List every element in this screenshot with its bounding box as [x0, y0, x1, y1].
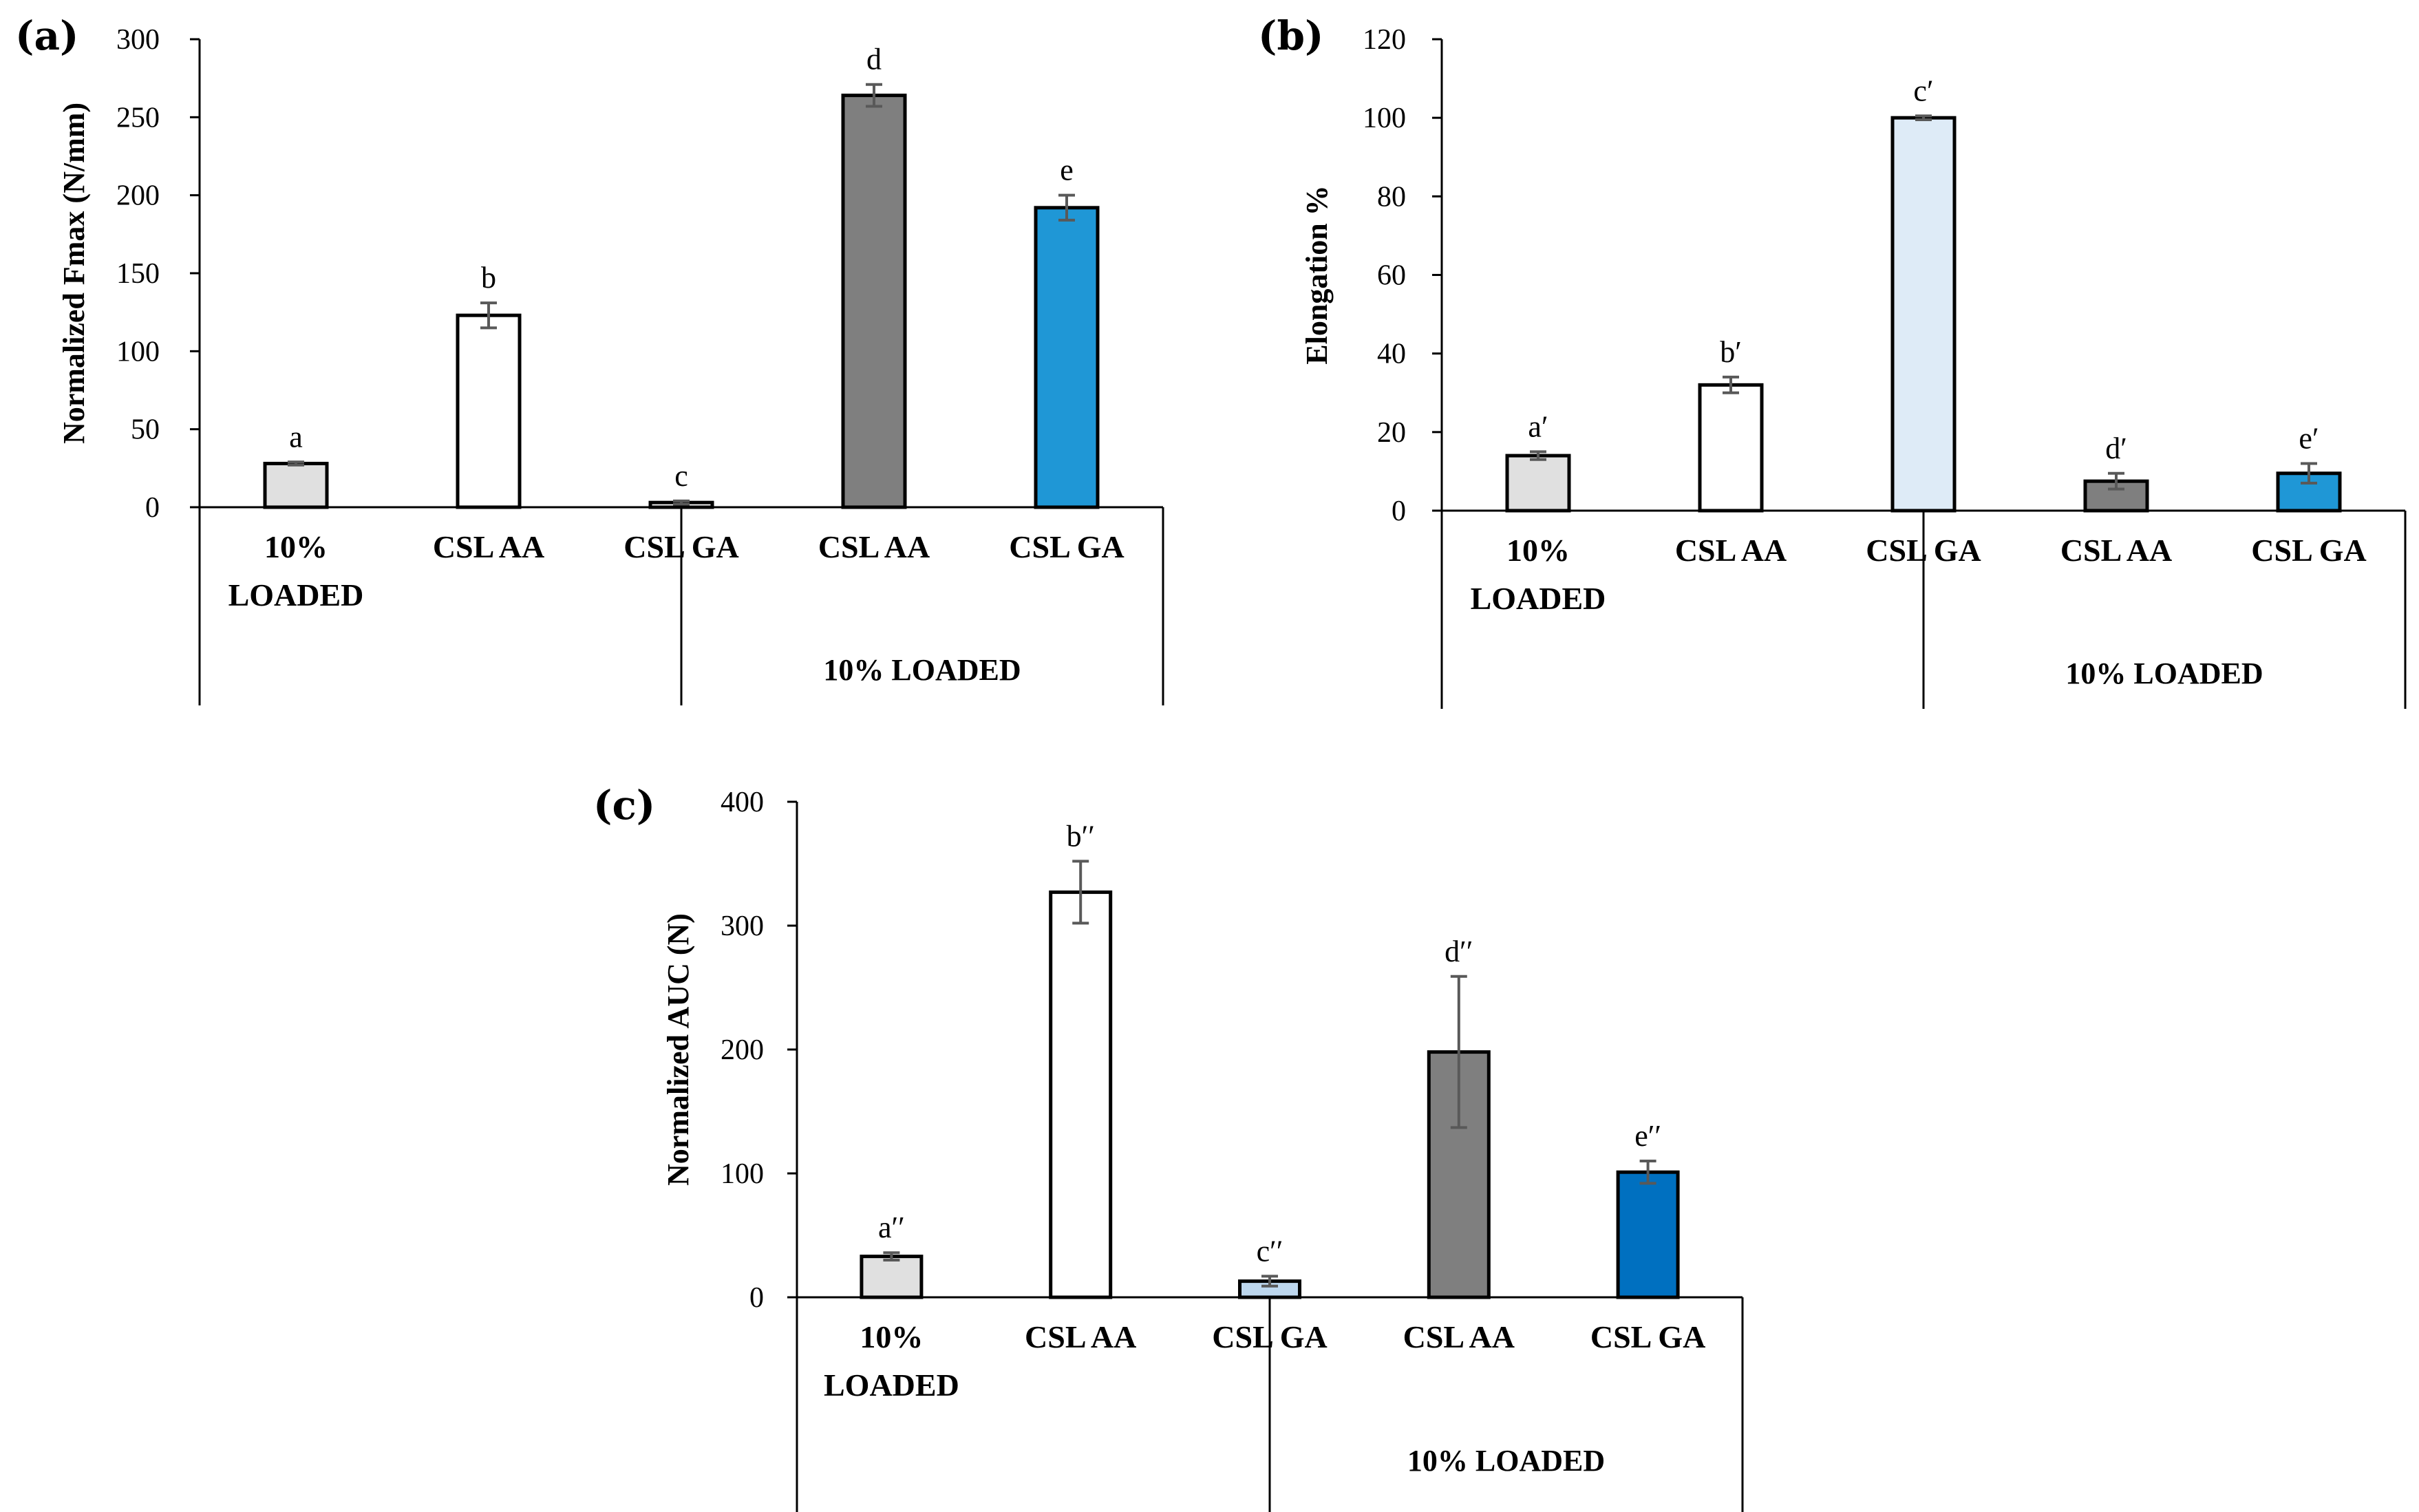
panel-c-category-label: CSL GA	[1212, 1319, 1327, 1354]
panel-c-group-label: 10% LOADED	[1407, 1444, 1605, 1478]
panel-a-label: (a)	[15, 12, 78, 59]
panel-a-bar	[1034, 206, 1100, 509]
panel-b-category-label-line: CSL GA	[2251, 533, 2366, 568]
panel-b-significance-letter: c′	[1913, 74, 1933, 107]
panel-c-y-tick-label: 200	[721, 1034, 764, 1066]
panel-b-category-label: CSL AA	[2060, 533, 2172, 568]
panel-c-category-label: CSL AA	[1025, 1319, 1136, 1354]
panel-b-y-tick-label: 100	[1363, 103, 1406, 134]
panel-a-y-tick-label: 200	[116, 180, 160, 212]
panel-a-y-tick-label: 50	[131, 414, 160, 446]
panel-a-bar	[263, 462, 329, 509]
panel-c-significance-letter: b′′	[1067, 819, 1095, 853]
panel-b-significance-letter: e′	[2299, 422, 2319, 456]
panel-a-category-label-line: CSL GA	[624, 529, 738, 564]
panel-c-significance-letter: e′′	[1634, 1119, 1661, 1153]
panel-c-significance-letter: d′′	[1445, 935, 1473, 968]
panel-c-y-tick-label: 100	[721, 1158, 764, 1190]
panel-a-category-label: CSL GA	[1009, 529, 1124, 564]
panel-b-category-label-line: CSL AA	[2060, 533, 2172, 568]
panel-a-category-label: CSL GA	[624, 529, 738, 564]
panel-c-bar	[1616, 1170, 1680, 1299]
panel-c-y-tick-label: 400	[721, 787, 764, 818]
panel-c-y-tick-label: 0	[749, 1282, 764, 1314]
panel-b-label: (b)	[1258, 12, 1323, 59]
panel-c-bar	[1049, 890, 1113, 1299]
panel-c-bar	[860, 1255, 924, 1299]
panel-a-category-label-line: CSL AA	[818, 529, 930, 564]
panel-c-label: (c)	[593, 782, 655, 829]
panel-a-y-tick-label: 0	[145, 492, 160, 524]
panel-b-category-label: 10% LOADED	[1471, 533, 1606, 616]
panel-c-category-label: 10% LOADED	[824, 1319, 959, 1403]
panel-c-y-axis-label: Normalized AUC (N)	[661, 913, 695, 1186]
panel-b-category-label-line: CSL AA	[1675, 533, 1787, 568]
panel-c-y-tick-label: 300	[721, 911, 764, 942]
panel-a-y-tick-label: 300	[116, 24, 160, 56]
panel-b-y-tick-label: 0	[1392, 496, 1406, 527]
panel-b-group-label: 10% LOADED	[2065, 657, 2263, 690]
panel-a-category-label-line: 10%	[264, 529, 328, 564]
panel-c-category-label-line: CSL AA	[1403, 1319, 1515, 1354]
panel-b-bar	[1505, 454, 1571, 513]
panel-c-category-label: CSL GA	[1590, 1319, 1705, 1354]
panel-b-y-tick-label: 60	[1377, 260, 1406, 292]
panel-b-category-label-line: 10%	[1506, 533, 1570, 568]
panel-a-y-axis-label: Normalized Fmax (N/mm)	[57, 103, 91, 444]
panel-a-significance-letter: e	[1060, 153, 1074, 187]
panel-a-category-label: CSL AA	[818, 529, 930, 564]
panel-b-y-tick-label: 120	[1363, 24, 1406, 56]
panel-b-bar	[1890, 116, 1957, 513]
panel-a-y-tick-label: 150	[116, 258, 160, 290]
panel-a-group-label: 10% LOADED	[823, 653, 1021, 687]
panel-c-category-label-line: CSL AA	[1025, 1319, 1136, 1354]
panel-b-category-label-line: LOADED	[1471, 581, 1606, 616]
panel-b-category-label: CSL AA	[1675, 533, 1787, 568]
panel-a-y-tick-label: 100	[116, 336, 160, 368]
panel-a-significance-letter: d	[866, 43, 882, 76]
panel-c-category-label-line: 10%	[860, 1319, 923, 1354]
panel-b-category-label: CSL GA	[1866, 533, 1981, 568]
panel-c-significance-letter: a′′	[878, 1211, 905, 1244]
panel-a-significance-letter: c	[674, 459, 688, 493]
panel-c-category-label-line: CSL GA	[1590, 1319, 1705, 1354]
panel-c-category-label: CSL AA	[1403, 1319, 1515, 1354]
panel-b-y-tick-label: 40	[1377, 339, 1406, 370]
panel-a-bar	[456, 313, 522, 509]
panel-c-category-label-line: LOADED	[824, 1367, 959, 1403]
panel-b-bar	[1698, 383, 1764, 513]
panel-b-y-tick-label: 80	[1377, 181, 1406, 213]
panel-a-category-label-line: LOADED	[228, 577, 364, 613]
panel-b-significance-letter: d′	[2105, 432, 2127, 465]
panel-a-significance-letter: a	[289, 420, 303, 454]
panel-b-category-label-line: CSL GA	[1866, 533, 1981, 568]
panel-a-category-label-line: CSL AA	[433, 529, 544, 564]
panel-c-significance-letter: c′′	[1257, 1234, 1283, 1268]
panel-c-category-label-line: CSL GA	[1212, 1319, 1327, 1354]
panel-a-y-tick-label: 250	[116, 102, 160, 134]
panel-b-y-tick-label: 20	[1377, 417, 1406, 449]
panel-b-category-label: CSL GA	[2251, 533, 2366, 568]
panel-a-bar	[841, 94, 907, 509]
panel-a-category-label-line: CSL GA	[1009, 529, 1124, 564]
panel-b-significance-letter: a′	[1528, 409, 1548, 443]
panel-a-category-label: 10% LOADED	[228, 529, 364, 613]
panel-a-category-label: CSL AA	[433, 529, 544, 564]
panel-a-significance-letter: b	[481, 261, 496, 295]
panel-b-significance-letter: b′	[1720, 335, 1742, 369]
panel-b-y-axis-label: Elongation %	[1300, 185, 1334, 364]
